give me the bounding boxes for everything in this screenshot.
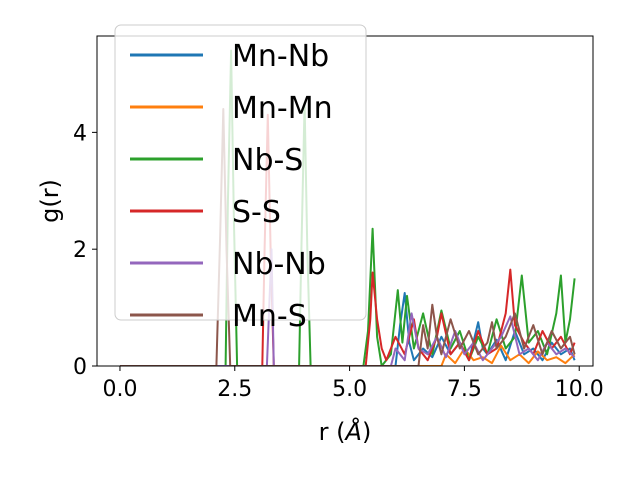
legend: Mn-Nb Mn-Mn Nb-S S-S Nb-Nb Mn-S xyxy=(114,24,367,334)
legend-items: Mn-Nb Mn-Mn Nb-S S-S Nb-Nb Mn-S xyxy=(130,39,333,334)
x-tick-label: 0.0 xyxy=(102,377,137,402)
x-axis-label-unit: Å xyxy=(344,417,362,446)
y-tick-label: 0 xyxy=(73,355,87,380)
x-tick-label: 7.5 xyxy=(447,377,482,402)
x-axis-label: r (Å) xyxy=(319,417,372,446)
legend-label-nb-nb: Nb-Nb xyxy=(232,247,326,282)
x-axis: 0.0 2.5 5.0 7.5 10.0 xyxy=(102,366,604,402)
legend-label-nb-s: Nb-S xyxy=(232,143,303,178)
x-tick-label: 2.5 xyxy=(217,377,252,402)
legend-label-mn-nb: Mn-Nb xyxy=(232,39,329,74)
x-axis-label-close: ) xyxy=(362,418,371,446)
legend-box xyxy=(114,24,367,321)
x-tick-label: 5.0 xyxy=(332,377,367,402)
x-axis-label-text: r ( xyxy=(319,418,346,446)
y-tick-label: 2 xyxy=(73,238,87,263)
series-line-mn-nb xyxy=(120,292,576,366)
x-tick-label: 10.0 xyxy=(555,377,604,402)
legend-label-mn-s: Mn-S xyxy=(232,299,307,334)
y-axis-label: g(r) xyxy=(36,179,64,223)
y-axis: 0 2 4 xyxy=(73,121,97,380)
legend-label-mn-mn: Mn-Mn xyxy=(232,91,333,126)
y-tick-label: 4 xyxy=(73,121,87,146)
legend-label-s-s: S-S xyxy=(232,195,281,230)
series-line-mn-mn xyxy=(120,344,576,366)
